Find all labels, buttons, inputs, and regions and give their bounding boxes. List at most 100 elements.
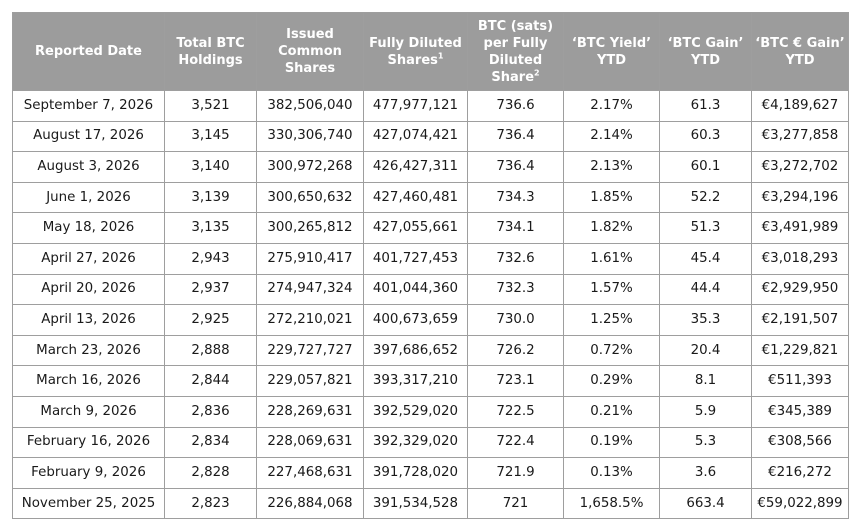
table-cell: 736.4 <box>467 151 564 183</box>
column-header-line: Shares <box>284 61 336 76</box>
table-cell: 392,529,020 <box>363 395 468 428</box>
table-cell: 45.4 <box>659 242 752 275</box>
table-cell: 0.21% <box>563 395 660 428</box>
table-cell: 3,140 <box>164 151 257 183</box>
table-cell: August 3, 2026 <box>12 151 165 183</box>
table-cell: 1.57% <box>563 273 660 306</box>
table-cell: 2,823 <box>164 487 257 520</box>
table-cell: 2.17% <box>563 90 660 122</box>
column-header-line: ‘BTC Yield’ <box>571 35 652 51</box>
table-cell: April 20, 2026 <box>12 273 165 306</box>
table-cell: April 27, 2026 <box>12 242 165 275</box>
column-header-line: Share <box>491 69 535 85</box>
table-row: November 25, 2025 2,823 226,884,068 391,534… <box>12 487 849 520</box>
table-cell: 391,534,528 <box>363 487 468 520</box>
column-header: Reported Date <box>12 12 165 91</box>
table-row: August 17, 2026 3,145 330,306,740 427,074,4… <box>12 120 849 153</box>
table-cell: 52.2 <box>659 181 752 214</box>
table-cell: 60.1 <box>659 151 752 183</box>
table-cell: 723.1 <box>467 365 564 397</box>
table-cell: 3,139 <box>164 181 257 214</box>
table-cell: 2.13% <box>563 151 660 183</box>
table-cell: August 17, 2026 <box>12 120 165 153</box>
table-cell: 2,937 <box>164 273 257 306</box>
table-header-row: Reported Date Total BTC Holdings Issued Comm… <box>12 12 849 91</box>
table-cell: 2,834 <box>164 426 257 459</box>
column-header: ‘BTC Yield’ YTD <box>563 12 660 91</box>
column-header-line: ‘BTC € Gain’ <box>755 35 845 51</box>
column-header-line: Fully Diluted <box>369 35 462 51</box>
table-cell: 722.5 <box>467 395 564 428</box>
table-cell: 228,069,631 <box>256 426 364 459</box>
table-cell: €3,277,858 <box>751 120 849 153</box>
table-cell: March 16, 2026 <box>12 365 165 397</box>
column-header: ‘BTC Gain’ YTD <box>659 12 752 91</box>
table-cell: 477,977,121 <box>363 90 468 122</box>
table-cell: €3,294,196 <box>751 181 849 214</box>
table-cell: 427,460,481 <box>363 181 468 214</box>
table-cell: 1.25% <box>563 304 660 336</box>
column-header-line: Shares <box>387 52 438 68</box>
table-row: May 18, 2026 3,135 300,265,812 427,055,661 7… <box>12 212 849 244</box>
column-header-line: Common <box>278 44 342 59</box>
table-container: Reported Date Total BTC Holdings Issued Comm… <box>12 12 849 520</box>
column-header: Issued Common Shares <box>256 12 364 91</box>
table-row: February 16, 2026 2,834 228,069,631 392,329… <box>12 426 849 459</box>
table-cell: June 1, 2026 <box>12 181 165 214</box>
table-cell: 391,728,020 <box>363 457 468 489</box>
table-cell: 3,521 <box>164 90 257 122</box>
table-body: September 7, 2026 3,521 382,506,040 477,977… <box>12 90 849 520</box>
table-cell: €308,566 <box>751 426 849 459</box>
table-cell: 732.6 <box>467 242 564 275</box>
table-cell: 393,317,210 <box>363 365 468 397</box>
table-cell: 722.4 <box>467 426 564 459</box>
column-header-line: Reported Date <box>35 44 142 59</box>
column-header-line: Holdings <box>178 52 243 68</box>
table-cell: €3,491,989 <box>751 212 849 244</box>
table-cell: May 18, 2026 <box>12 212 165 244</box>
table-cell: 330,306,740 <box>256 120 364 153</box>
table-cell: 61.3 <box>659 90 752 122</box>
table-cell: €2,929,950 <box>751 273 849 306</box>
table-cell: 226,884,068 <box>256 487 364 520</box>
table-cell: 300,650,632 <box>256 181 364 214</box>
table-cell: €216,272 <box>751 457 849 489</box>
column-header-line: YTD <box>785 52 815 68</box>
table-cell: 726.2 <box>467 334 564 367</box>
table-cell: February 9, 2026 <box>12 457 165 489</box>
table-cell: 3,145 <box>164 120 257 153</box>
table-row: March 23, 2026 2,888 229,727,727 397,686,65… <box>12 334 849 367</box>
table-cell: 730.0 <box>467 304 564 336</box>
table-cell: 736.6 <box>467 90 564 122</box>
column-header-line: YTD <box>690 52 721 68</box>
column-header-line: Diluted <box>488 52 543 68</box>
table-cell: 272,210,021 <box>256 304 364 336</box>
table-cell: 300,265,812 <box>256 212 364 244</box>
table-cell: 20.4 <box>659 334 752 367</box>
table-cell: 382,506,040 <box>256 90 364 122</box>
table-cell: 228,269,631 <box>256 395 364 428</box>
table-cell: 229,057,821 <box>256 365 364 397</box>
column-header-line: ‘BTC Gain’ <box>667 35 744 51</box>
table-cell: €511,393 <box>751 365 849 397</box>
table-cell: 5.3 <box>659 426 752 459</box>
table-cell: 2,925 <box>164 304 257 336</box>
footnote-marker: 2 <box>534 68 540 78</box>
table-row: February 9, 2026 2,828 227,468,631 391,728,… <box>12 457 849 489</box>
column-header: ‘BTC € Gain’ YTD <box>751 12 849 91</box>
table-cell: 427,074,421 <box>363 120 468 153</box>
column-header-line: Issued <box>286 27 334 42</box>
table-row: April 20, 2026 2,937 274,947,324 401,044,36… <box>12 273 849 306</box>
table-cell: 663.4 <box>659 487 752 520</box>
table-cell: 2,836 <box>164 395 257 428</box>
table-cell: 274,947,324 <box>256 273 364 306</box>
table-cell: 8.1 <box>659 365 752 397</box>
table-cell: 2,844 <box>164 365 257 397</box>
table-cell: €3,018,293 <box>751 242 849 275</box>
btc-holdings-table: Reported Date Total BTC Holdings Issued Comm… <box>12 12 849 520</box>
table-cell: 1.61% <box>563 242 660 275</box>
table-cell: 426,427,311 <box>363 151 468 183</box>
table-cell: 1.85% <box>563 181 660 214</box>
table-cell: 2,888 <box>164 334 257 367</box>
table-cell: 401,727,453 <box>363 242 468 275</box>
